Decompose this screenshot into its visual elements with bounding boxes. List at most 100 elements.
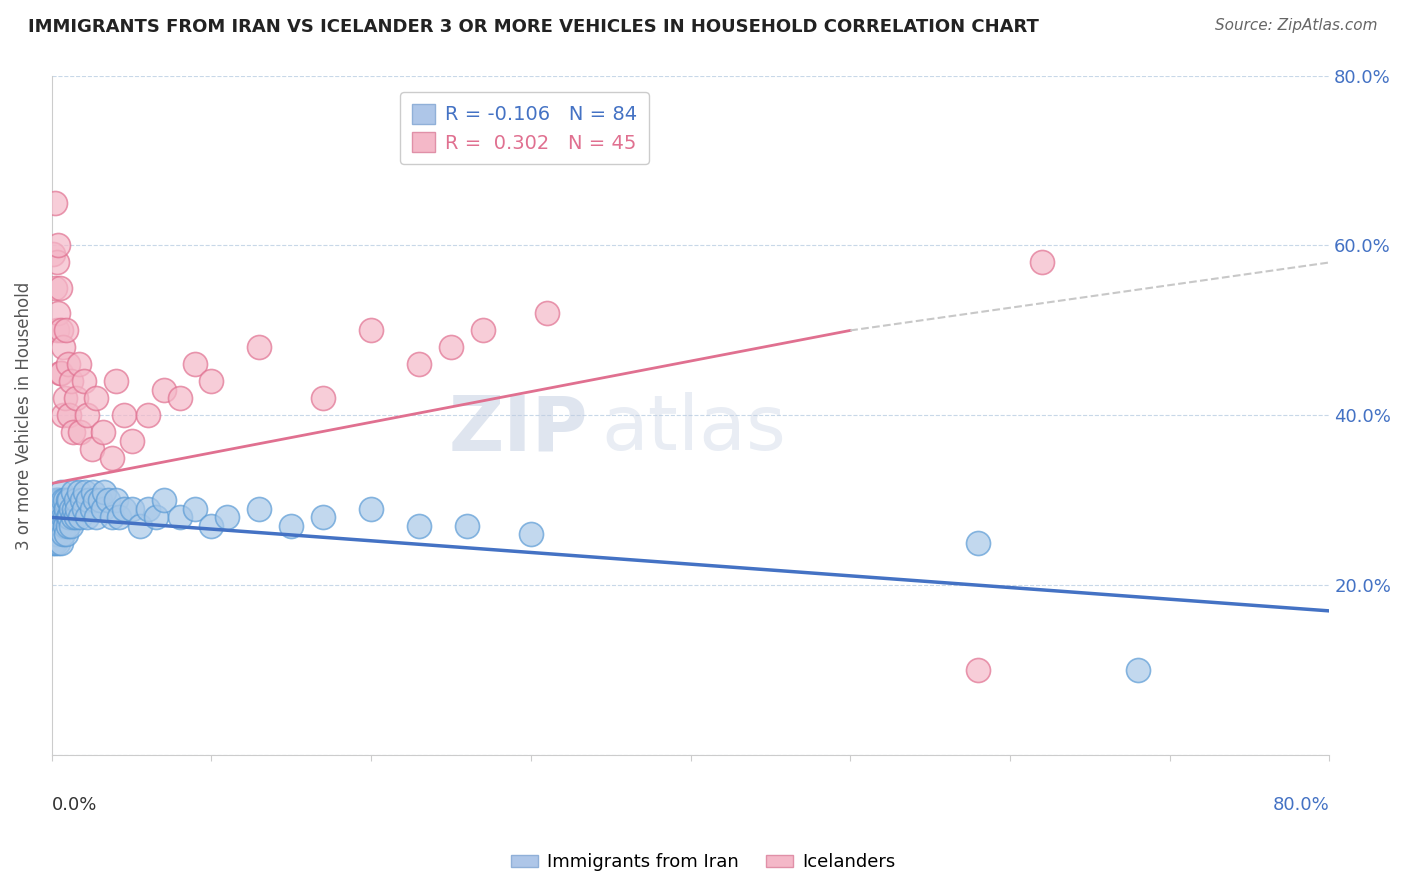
Point <box>42 247 65 261</box>
Point <box>44 281 66 295</box>
Point <box>73 502 96 516</box>
Point <box>93 484 115 499</box>
Point <box>45 510 67 524</box>
Point <box>58 493 80 508</box>
Point <box>48 502 70 516</box>
Point <box>73 375 96 389</box>
Point <box>108 510 131 524</box>
Point <box>55 502 77 516</box>
Point <box>55 323 77 337</box>
Point <box>44 510 66 524</box>
Text: ZIP: ZIP <box>449 392 588 466</box>
Point <box>104 375 127 389</box>
Point <box>45 255 67 269</box>
Point <box>44 196 66 211</box>
Point <box>42 519 65 533</box>
Point <box>101 510 124 524</box>
Point <box>48 281 70 295</box>
Point <box>56 493 79 508</box>
Point <box>408 519 430 533</box>
Point <box>91 502 114 516</box>
Point <box>97 493 120 508</box>
Point <box>62 425 84 440</box>
Point <box>63 502 86 516</box>
Point <box>536 306 558 320</box>
Point <box>200 375 222 389</box>
Point <box>56 358 79 372</box>
Point <box>51 536 73 550</box>
Point <box>360 502 382 516</box>
Point <box>51 519 73 533</box>
Point <box>53 392 76 406</box>
Point <box>46 536 69 550</box>
Point <box>520 527 543 541</box>
Point <box>65 493 87 508</box>
Point <box>48 493 70 508</box>
Point <box>86 510 108 524</box>
Point <box>1126 664 1149 678</box>
Point <box>440 341 463 355</box>
Point <box>136 502 159 516</box>
Point <box>48 510 70 524</box>
Point <box>67 484 90 499</box>
Point <box>145 510 167 524</box>
Point <box>67 358 90 372</box>
Point <box>152 493 174 508</box>
Point <box>967 664 990 678</box>
Point <box>82 484 104 499</box>
Point <box>59 519 82 533</box>
Point <box>312 392 335 406</box>
Point <box>1031 255 1053 269</box>
Point <box>56 519 79 533</box>
Point <box>66 502 89 516</box>
Point <box>46 306 69 320</box>
Point <box>169 510 191 524</box>
Point <box>69 425 91 440</box>
Point <box>200 519 222 533</box>
Point <box>45 527 67 541</box>
Point <box>217 510 239 524</box>
Point <box>52 493 75 508</box>
Point <box>104 493 127 508</box>
Point <box>59 502 82 516</box>
Point <box>42 502 65 516</box>
Point <box>312 510 335 524</box>
Point <box>83 493 105 508</box>
Point <box>53 510 76 524</box>
Point <box>75 484 97 499</box>
Point <box>121 434 143 448</box>
Point <box>152 383 174 397</box>
Point <box>45 502 67 516</box>
Text: Source: ZipAtlas.com: Source: ZipAtlas.com <box>1215 18 1378 33</box>
Point <box>46 519 69 533</box>
Point <box>44 519 66 533</box>
Point <box>184 502 207 516</box>
Point <box>76 409 98 423</box>
Text: 0.0%: 0.0% <box>52 797 97 814</box>
Point <box>55 527 77 541</box>
Point <box>112 502 135 516</box>
Point <box>46 493 69 508</box>
Point <box>360 323 382 337</box>
Point <box>52 527 75 541</box>
Point <box>53 493 76 508</box>
Point <box>80 502 103 516</box>
Point <box>46 238 69 252</box>
Text: 80.0%: 80.0% <box>1272 797 1329 814</box>
Point <box>46 510 69 524</box>
Point <box>51 366 73 380</box>
Point <box>77 493 100 508</box>
Point <box>280 519 302 533</box>
Text: IMMIGRANTS FROM IRAN VS ICELANDER 3 OR MORE VEHICLES IN HOUSEHOLD CORRELATION CH: IMMIGRANTS FROM IRAN VS ICELANDER 3 OR M… <box>28 18 1039 36</box>
Point <box>247 502 270 516</box>
Point <box>70 493 93 508</box>
Point <box>408 358 430 372</box>
Legend: R = -0.106   N = 84, R =  0.302   N = 45: R = -0.106 N = 84, R = 0.302 N = 45 <box>401 92 648 164</box>
Point <box>101 450 124 465</box>
Point <box>51 484 73 499</box>
Point <box>52 409 75 423</box>
Point <box>51 323 73 337</box>
Point <box>76 510 98 524</box>
Point <box>42 536 65 550</box>
Point <box>59 375 82 389</box>
